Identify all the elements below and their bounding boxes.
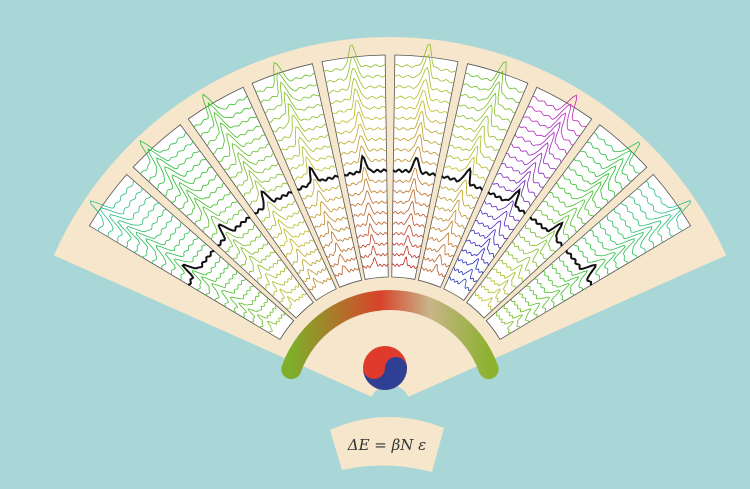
formula: ΔE = βN ε (347, 436, 427, 454)
fan-artwork: ΔE = βN ε (0, 0, 750, 489)
